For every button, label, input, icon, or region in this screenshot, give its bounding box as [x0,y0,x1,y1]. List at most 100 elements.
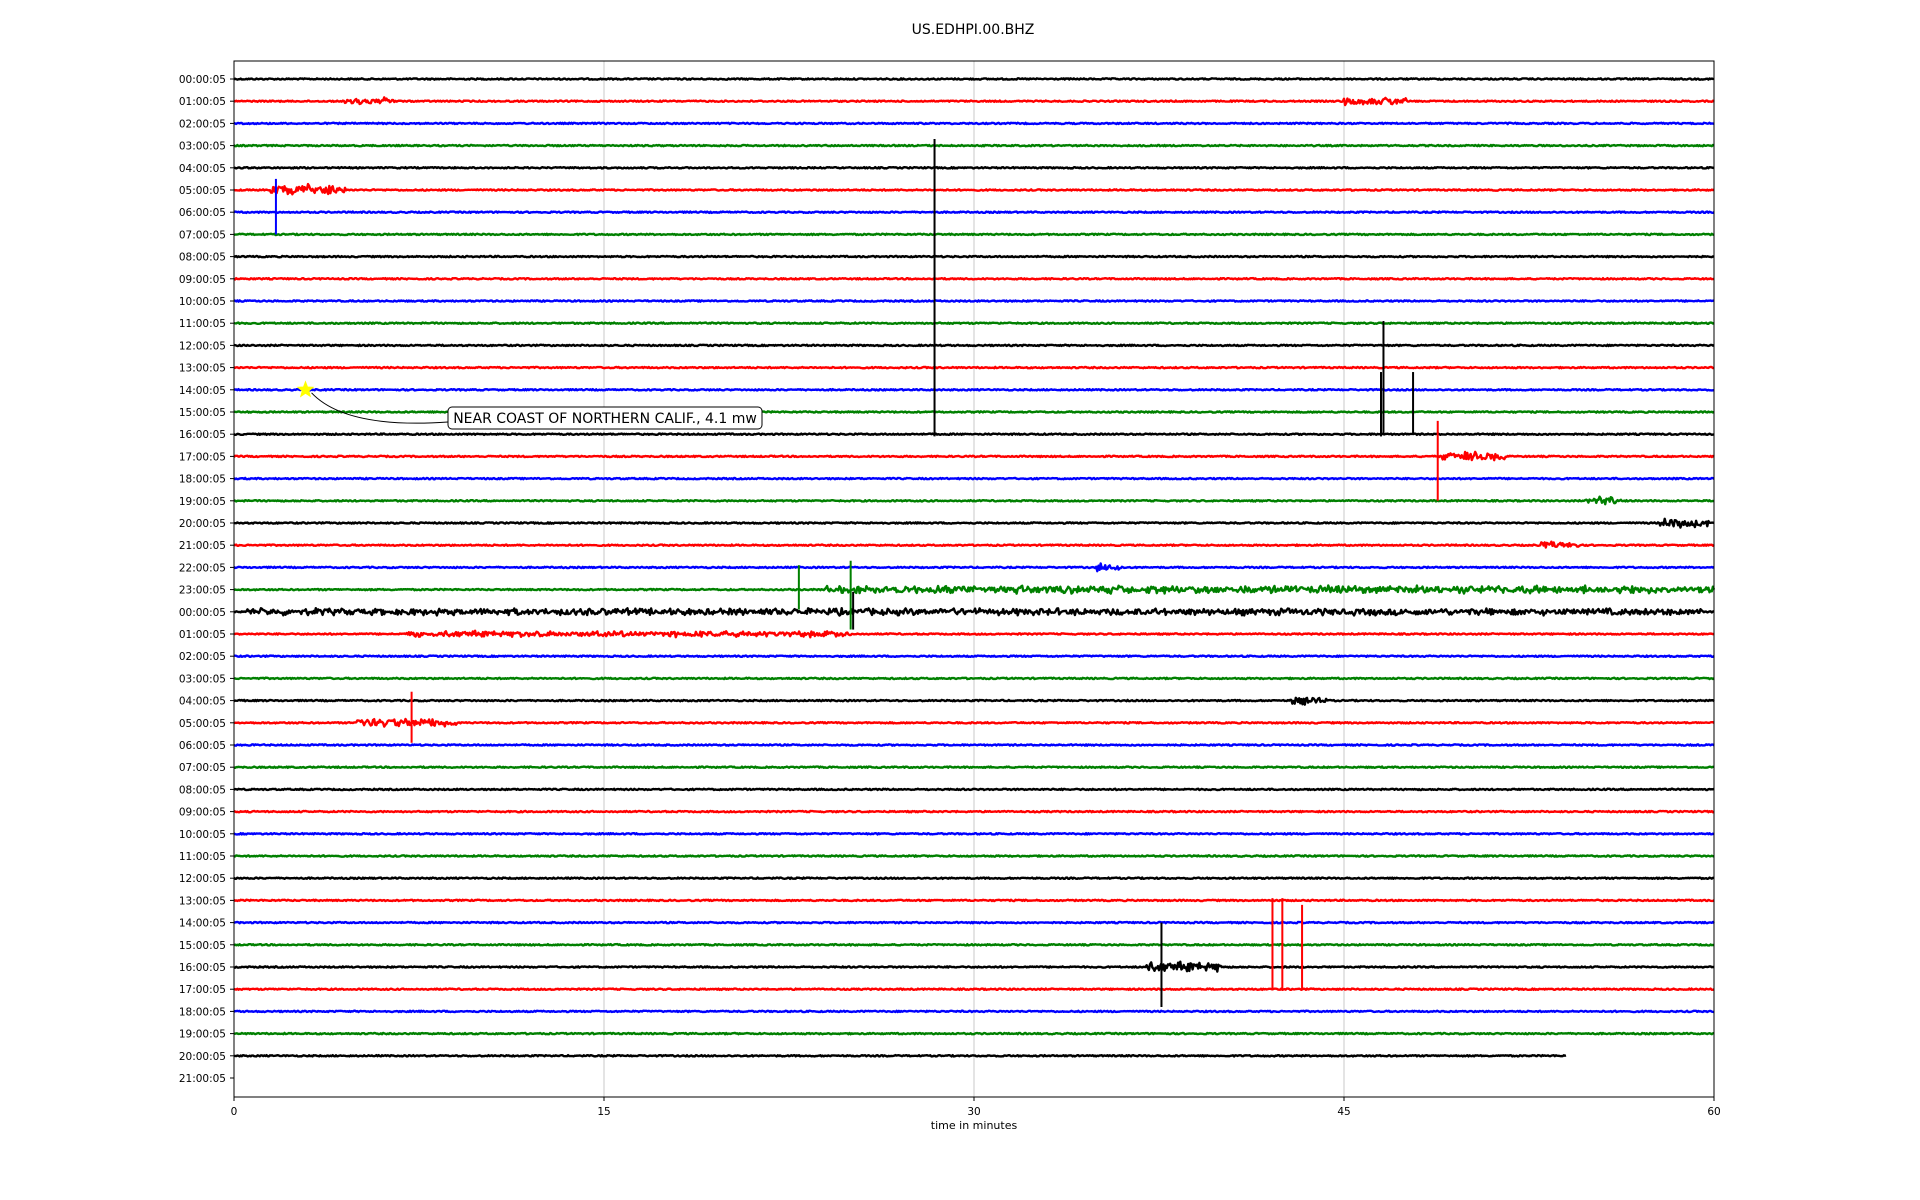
trace-row-22 [233,562,1715,573]
trace-row-3 [233,143,1715,148]
trace-row-8 [233,254,1715,259]
row-label-25: 01:00:05 [179,629,226,641]
trace-row-9 [233,276,1715,281]
trace-row-14 [233,387,1715,392]
annotation-label: NEAR COAST OF NORTHERN CALIF., 4.1 mw [453,411,757,427]
trace-row-27 [233,676,1715,681]
row-label-10: 10:00:05 [179,296,226,308]
trace-row-30 [233,743,1715,747]
event-annotations: NEAR COAST OF NORTHERN CALIF., 4.1 mw [296,380,763,430]
row-label-33: 09:00:05 [179,807,226,819]
row-label-2: 02:00:05 [179,118,226,130]
trace-row-36 [233,876,1715,881]
trace-row-40 [233,960,1715,973]
x-tick-label-15: 15 [597,1106,610,1118]
row-label-12: 12:00:05 [179,340,226,352]
row-label-19: 19:00:05 [179,496,226,508]
trace-row-24 [233,606,1715,617]
trace-row-44 [233,1053,1567,1058]
trace-row-1 [233,96,1715,107]
row-label-34: 10:00:05 [179,829,226,841]
trace-row-4 [233,165,1715,170]
trace-row-5 [233,182,1715,196]
trace-row-29 [233,717,1715,728]
chart-title: US.EDHPI.00.BHZ [912,22,1035,38]
trace-row-25 [233,629,1715,639]
row-label-11: 11:00:05 [179,318,226,330]
trace-row-18 [233,476,1715,481]
x-tick-label-60: 60 [1707,1106,1720,1118]
row-label-15: 15:00:05 [179,407,226,419]
row-label-21: 21:00:05 [179,540,226,552]
x-axis-label: time in minutes [931,1119,1018,1132]
row-label-44: 20:00:05 [179,1051,226,1063]
trace-row-31 [233,765,1715,770]
trace-row-12 [233,343,1715,348]
trace-row-19 [233,495,1715,506]
row-label-45: 21:00:05 [179,1073,226,1085]
trace-row-26 [233,654,1715,659]
trace-row-20 [233,517,1715,529]
row-label-43: 19:00:05 [179,1029,226,1041]
seismic-traces [233,77,1716,1058]
trace-row-11 [233,321,1715,326]
x-tick-label-30: 30 [967,1106,980,1118]
trace-row-35 [233,854,1715,858]
row-label-20: 20:00:05 [179,518,226,530]
row-label-13: 13:00:05 [179,363,226,375]
row-label-5: 05:00:05 [179,185,226,197]
trace-row-39 [233,942,1715,947]
row-label-4: 04:00:05 [179,163,226,175]
trace-row-21 [233,540,1715,549]
trace-row-7 [233,232,1715,237]
row-label-14: 14:00:05 [179,385,226,397]
row-label-7: 07:00:05 [179,229,226,241]
trace-row-37 [233,898,1715,903]
trace-row-2 [233,121,1715,126]
row-label-39: 15:00:05 [179,940,226,952]
trace-row-17 [233,450,1715,462]
row-label-35: 11:00:05 [179,851,226,863]
trace-row-42 [233,1009,1715,1014]
row-label-22: 22:00:05 [179,562,226,574]
event-star-marker [296,380,315,398]
row-label-18: 18:00:05 [179,474,226,486]
row-label-40: 16:00:05 [179,962,226,974]
x-axis: 0 15 30 45 60 [231,1097,1721,1118]
row-label-32: 08:00:05 [179,784,226,796]
row-label-17: 17:00:05 [179,451,226,463]
plot-frame [233,60,1715,1098]
row-label-36: 12:00:05 [179,873,226,885]
trace-row-43 [233,1031,1715,1036]
trace-row-13 [233,365,1715,370]
x-tick-label-45: 45 [1337,1106,1350,1118]
row-label-31: 07:00:05 [179,762,226,774]
trace-row-0 [233,77,1715,81]
row-label-23: 23:00:05 [179,585,226,597]
trace-row-34 [233,831,1715,836]
trace-row-32 [233,787,1715,792]
trace-row-38 [233,920,1715,925]
x-tick-label-0: 0 [231,1106,238,1118]
row-label-28: 04:00:05 [179,696,226,708]
row-tick-labels: 00:00:05 01:00:05 02:00:05 03:00:05 04:00:05… [179,74,234,1085]
row-label-6: 06:00:05 [179,207,226,219]
row-label-30: 06:00:05 [179,740,226,752]
row-label-26: 02:00:05 [179,651,226,663]
row-label-16: 16:00:05 [179,429,226,441]
annotation-box [447,406,763,430]
row-label-1: 01:00:05 [179,96,226,108]
trace-row-41 [233,987,1715,992]
annotation-arrow [311,392,449,424]
row-label-24: 00:00:05 [179,607,226,619]
row-label-42: 18:00:05 [179,1006,226,1018]
row-label-3: 03:00:05 [179,141,226,153]
row-label-37: 13:00:05 [179,895,226,907]
trace-row-10 [233,299,1715,303]
trace-row-23 [233,584,1716,595]
trace-row-6 [233,210,1715,215]
trace-row-28 [233,696,1715,706]
row-label-8: 08:00:05 [179,252,226,264]
trace-row-16 [233,432,1715,437]
